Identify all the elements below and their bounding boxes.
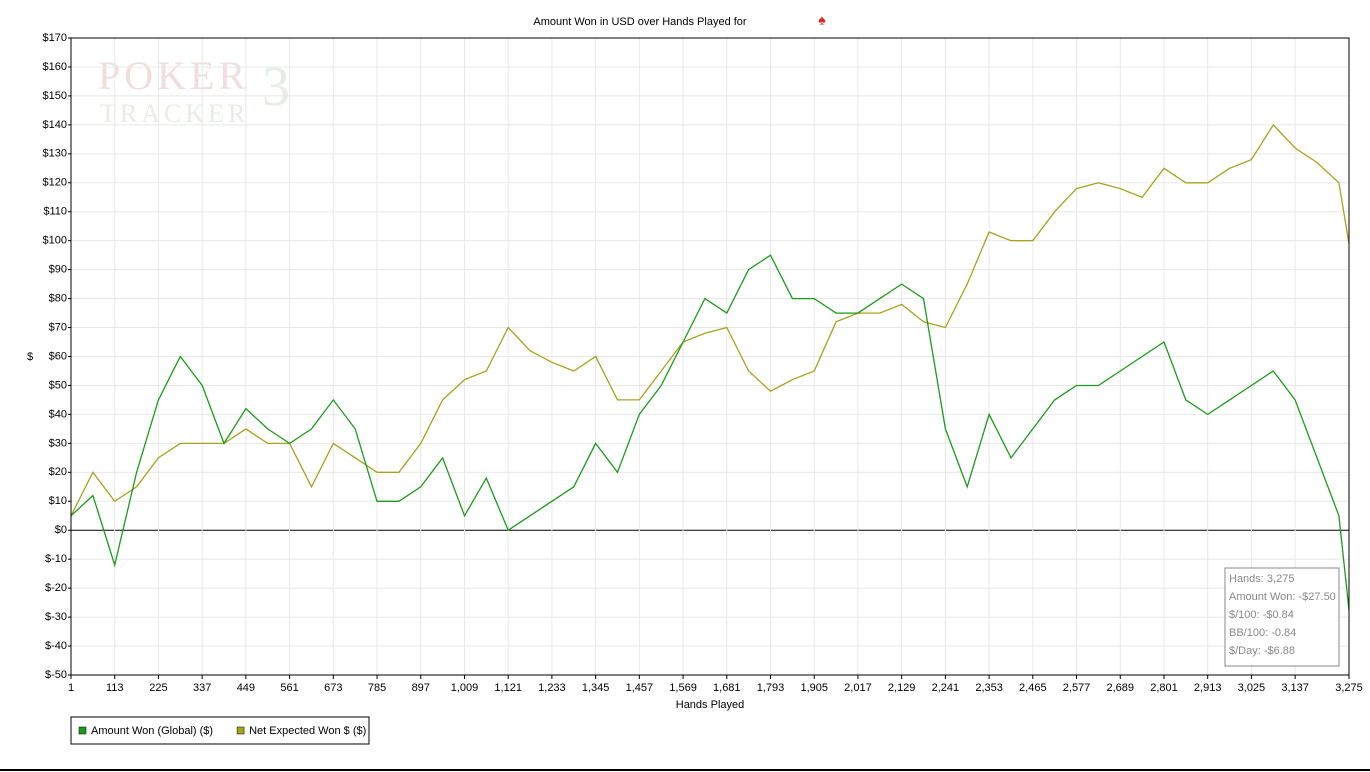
y-tick-label: $100 [43, 235, 67, 247]
y-tick-label: $110 [43, 206, 67, 218]
x-tick-label: 1,233 [538, 682, 566, 694]
x-tick-label: 3,137 [1281, 682, 1309, 694]
y-tick-label: $40 [49, 408, 67, 420]
x-tick-label: 1,457 [626, 682, 654, 694]
series-line [70, 123, 1350, 517]
y-tick-label: $30 [49, 437, 67, 449]
y-tick-label: $-40 [45, 640, 67, 652]
x-tick-label: 785 [368, 682, 386, 694]
y-tick-label: $170 [43, 32, 67, 44]
x-tick-label: 2,353 [975, 682, 1003, 694]
y-tick-label: $90 [49, 264, 67, 276]
y-tick-label: $150 [43, 90, 67, 102]
x-tick-label: 449 [237, 682, 255, 694]
x-tick-label: 1,009 [451, 682, 479, 694]
y-tick-label: $120 [43, 177, 67, 189]
series-line [70, 254, 1350, 610]
watermark: POKER [98, 53, 249, 98]
x-tick-label: 1,121 [494, 682, 522, 694]
stat-line: Amount Won: -$27.50 [1229, 591, 1336, 603]
stat-line: BB/100: -0.84 [1229, 627, 1296, 639]
chart-title: Amount Won in USD over Hands Played for [533, 16, 747, 28]
grid [70, 37, 1350, 676]
x-tick-label: 561 [280, 682, 298, 694]
x-tick-label: 113 [106, 682, 124, 694]
x-tick-label: 2,017 [844, 682, 872, 694]
x-tick-label: 897 [412, 682, 430, 694]
y-tick-label: $160 [43, 61, 67, 73]
stat-line: $/100: -$0.84 [1229, 609, 1294, 621]
x-tick-label: 2,689 [1106, 682, 1134, 694]
y-tick-label: $10 [49, 495, 67, 507]
x-tick-label: 1,905 [800, 682, 828, 694]
x-tick-label: 337 [193, 682, 211, 694]
x-tick-label: 1,793 [757, 682, 785, 694]
x-tick-label: 2,465 [1019, 682, 1047, 694]
legend-swatch [236, 726, 245, 735]
watermark: TRACKER [100, 99, 249, 128]
lines [70, 123, 1350, 610]
x-tick-label: 2,801 [1150, 682, 1178, 694]
x-tick-label: 225 [149, 682, 167, 694]
y-axis-label: $ [27, 351, 33, 363]
x-tick-label: 1,681 [713, 682, 741, 694]
y-tick-label: $-30 [45, 611, 67, 623]
x-tick-label: 2,241 [932, 682, 960, 694]
x-tick-label: 1,345 [582, 682, 610, 694]
y-tick-label: $130 [43, 148, 67, 160]
stats-box [1224, 567, 1340, 667]
y-tick-label: $-10 [45, 553, 67, 565]
x-tick-label: 1,569 [669, 682, 697, 694]
legend-label: Net Expected Won $ ($) [249, 725, 366, 737]
spade-icon: ♠ [818, 12, 826, 28]
legend-label: Amount Won (Global) ($) [91, 725, 213, 737]
watermark: 3 [262, 56, 294, 118]
x-tick-label: 2,913 [1194, 682, 1222, 694]
x-tick-label: 1 [68, 682, 74, 694]
x-axis-label: Hands Played [676, 699, 745, 711]
y-tick-label: $-50 [45, 669, 67, 681]
stat-line: Hands: 3,275 [1229, 573, 1294, 585]
x-tick-label: 2,577 [1063, 682, 1091, 694]
y-tick-label: $20 [49, 466, 67, 478]
stat-line: $/Day: -$6.88 [1229, 645, 1295, 657]
y-tick-label: $80 [49, 292, 67, 304]
y-tick-label: $140 [43, 119, 67, 131]
legend [70, 716, 370, 745]
y-tick-label: $0 [55, 524, 67, 536]
legend-swatch [78, 726, 87, 735]
y-tick-label: $-20 [45, 582, 67, 594]
y-tick-label: $60 [49, 350, 67, 362]
y-tick-label: $50 [49, 379, 67, 391]
x-tick-label: 673 [324, 682, 342, 694]
x-tick-label: 3,025 [1238, 682, 1266, 694]
x-tick-label: 3,275 [1335, 682, 1363, 694]
y-tick-label: $70 [49, 321, 67, 333]
x-tick-label: 2,129 [888, 682, 916, 694]
